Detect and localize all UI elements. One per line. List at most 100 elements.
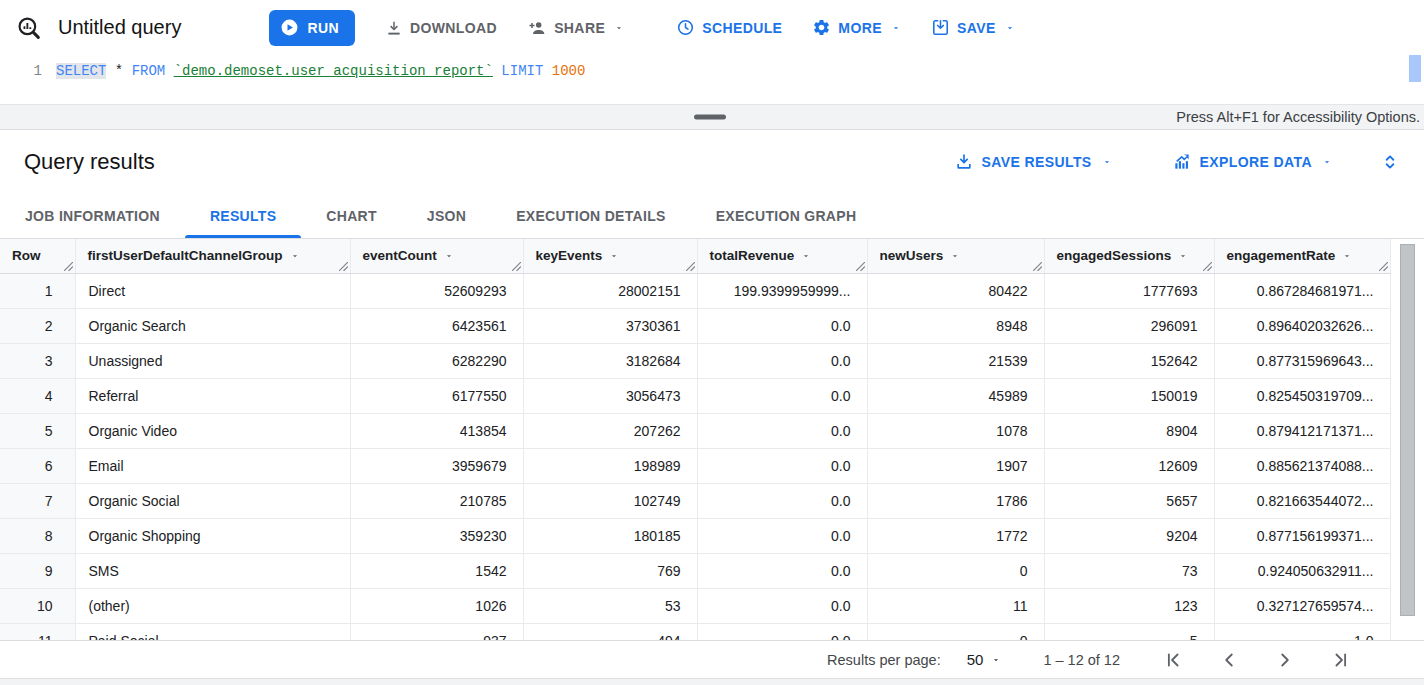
column-menu-caret-icon[interactable]: [801, 251, 811, 261]
cell-keyEvents: 180185: [523, 518, 697, 553]
sql-editor[interactable]: 1 SELECT * FROM `demo.demoset.user_acqui…: [0, 55, 1424, 104]
download-button[interactable]: DOWNLOAD: [385, 19, 497, 37]
column-menu-caret-icon[interactable]: [609, 251, 619, 261]
last-page-button[interactable]: [1330, 649, 1352, 671]
save-icon: [931, 18, 950, 37]
cell-firstUserDefaultChannelGroup: Organic Social: [75, 483, 350, 518]
sql-token: [123, 63, 131, 79]
cell-eventCount: 413854: [350, 413, 523, 448]
column-resize-grip[interactable]: [1379, 262, 1388, 271]
cell-firstUserDefaultChannelGroup: Organic Search: [75, 308, 350, 343]
column-resize-grip[interactable]: [64, 262, 73, 271]
cell-keyEvents: 3182684: [523, 343, 697, 378]
cell-engagedSessions: 73: [1044, 553, 1214, 588]
cell-firstUserDefaultChannelGroup: Email: [75, 448, 350, 483]
table-row: 7Organic Social2107851027490.0178656570.…: [0, 483, 1390, 518]
editor-scrollbar[interactable]: [1409, 55, 1421, 104]
more-button[interactable]: MORE: [812, 18, 901, 37]
cell-keyEvents: 102749: [523, 483, 697, 518]
tab-execution-graph[interactable]: EXECUTION GRAPH: [691, 194, 882, 238]
column-header-firstUserDefaultChannelGroup[interactable]: firstUserDefaultChannelGroup: [75, 239, 350, 273]
tab-results[interactable]: RESULTS: [185, 194, 301, 238]
cell-keyEvents: 207262: [523, 413, 697, 448]
cell-newUsers: 1772: [867, 518, 1044, 553]
column-header-totalRevenue[interactable]: totalRevenue: [697, 239, 867, 273]
column-resize-grip[interactable]: [1033, 262, 1042, 271]
next-page-button[interactable]: [1274, 649, 1296, 671]
cell-totalRevenue: 0.0: [697, 553, 867, 588]
tab-chart[interactable]: CHART: [301, 194, 402, 238]
column-header-keyEvents[interactable]: keyEvents: [523, 239, 697, 273]
editor-results-splitter[interactable]: Press Alt+F1 for Accessibility Options.: [0, 104, 1424, 130]
cell-engagedSessions: 1777693: [1044, 273, 1214, 308]
cell-engagementRate: 0.825450319709...: [1214, 378, 1390, 413]
cell-engagementRate: 0.879412171371...: [1214, 413, 1390, 448]
column-resize-grip[interactable]: [1203, 262, 1212, 271]
column-header-engagementRate[interactable]: engagementRate: [1214, 239, 1390, 273]
sql-token: 1000: [552, 63, 586, 79]
explore-data-button[interactable]: EXPLORE DATA: [1172, 152, 1332, 172]
column-menu-caret-icon[interactable]: [1178, 251, 1188, 261]
query-title[interactable]: Untitled query: [58, 16, 181, 39]
chevron-down-icon: [1322, 157, 1332, 167]
cell-firstUserDefaultChannelGroup: Organic Shopping: [75, 518, 350, 553]
share-button[interactable]: SHARE: [527, 18, 624, 38]
cell-newUsers: 21539: [867, 343, 1044, 378]
sql-token: [165, 63, 173, 79]
tab-job-information[interactable]: JOB INFORMATION: [0, 194, 185, 238]
table-row: 10(other)1026530.0111230.327127659574...: [0, 588, 1390, 623]
expand-results-button[interactable]: [1380, 152, 1400, 172]
column-resize-grip[interactable]: [512, 262, 521, 271]
sql-token: SELECT: [56, 63, 106, 79]
column-resize-grip[interactable]: [856, 262, 865, 271]
row-number-cell: 5: [0, 413, 75, 448]
column-menu-caret-icon[interactable]: [950, 251, 960, 261]
cell-eventCount: 1542: [350, 553, 523, 588]
first-page-icon: [1162, 649, 1184, 671]
save-button[interactable]: SAVE: [931, 18, 1015, 37]
table-row: 3Unassigned628229031826840.0215391526420…: [0, 343, 1390, 378]
column-resize-grip[interactable]: [339, 262, 348, 271]
cell-keyEvents: 198989: [523, 448, 697, 483]
tab-execution-details[interactable]: EXECUTION DETAILS: [491, 194, 691, 238]
run-button[interactable]: RUN: [269, 10, 355, 46]
schedule-button[interactable]: SCHEDULE: [676, 18, 782, 37]
table-scrollbar-thumb[interactable]: [1400, 244, 1415, 616]
cell-firstUserDefaultChannelGroup: SMS: [75, 553, 350, 588]
column-label: engagedSessions: [1057, 248, 1172, 263]
column-label: eventCount: [363, 248, 437, 263]
previous-page-button[interactable]: [1218, 649, 1240, 671]
cell-firstUserDefaultChannelGroup: Paid Social: [75, 623, 350, 640]
sql-token: LIMIT: [501, 63, 543, 79]
editor-scrollbar-thumb[interactable]: [1409, 55, 1421, 82]
unfold-chevrons-icon: [1380, 152, 1400, 172]
drag-handle[interactable]: [694, 115, 726, 120]
table-row: 4Referral617755030564730.0459891500190.8…: [0, 378, 1390, 413]
first-page-button[interactable]: [1162, 649, 1184, 671]
column-resize-grip[interactable]: [686, 262, 695, 271]
results-tabbar: JOB INFORMATIONRESULTSCHARTJSONEXECUTION…: [0, 194, 1424, 239]
column-header-eventCount[interactable]: eventCount: [350, 239, 523, 273]
column-menu-caret-icon[interactable]: [1342, 251, 1352, 261]
table-scrollbar[interactable]: [1400, 244, 1415, 634]
row-number-cell: 10: [0, 588, 75, 623]
sql-code-line[interactable]: SELECT * FROM `demo.demoset.user_acquisi…: [56, 55, 585, 104]
row-number-cell: 9: [0, 553, 75, 588]
column-menu-caret-icon[interactable]: [444, 251, 454, 261]
cell-keyEvents: 3730361: [523, 308, 697, 343]
cell-eventCount: 210785: [350, 483, 523, 518]
cell-eventCount: 6423561: [350, 308, 523, 343]
chevron-down-icon: [891, 23, 901, 33]
save-results-button[interactable]: SAVE RESULTS: [954, 152, 1112, 172]
clock-icon: [676, 18, 695, 37]
column-header-engagedSessions[interactable]: engagedSessions: [1044, 239, 1214, 273]
cell-engagedSessions: 150019: [1044, 378, 1214, 413]
column-menu-caret-icon[interactable]: [290, 251, 300, 261]
table-row: 9SMS15427690.00730.924050632911...: [0, 553, 1390, 588]
tab-json[interactable]: JSON: [402, 194, 491, 238]
column-label: engagementRate: [1227, 248, 1336, 263]
page-size-select[interactable]: 50: [967, 651, 1002, 668]
column-header-newUsers[interactable]: newUsers: [867, 239, 1044, 273]
column-label: totalRevenue: [710, 248, 795, 263]
column-header-Row[interactable]: Row: [0, 239, 75, 273]
